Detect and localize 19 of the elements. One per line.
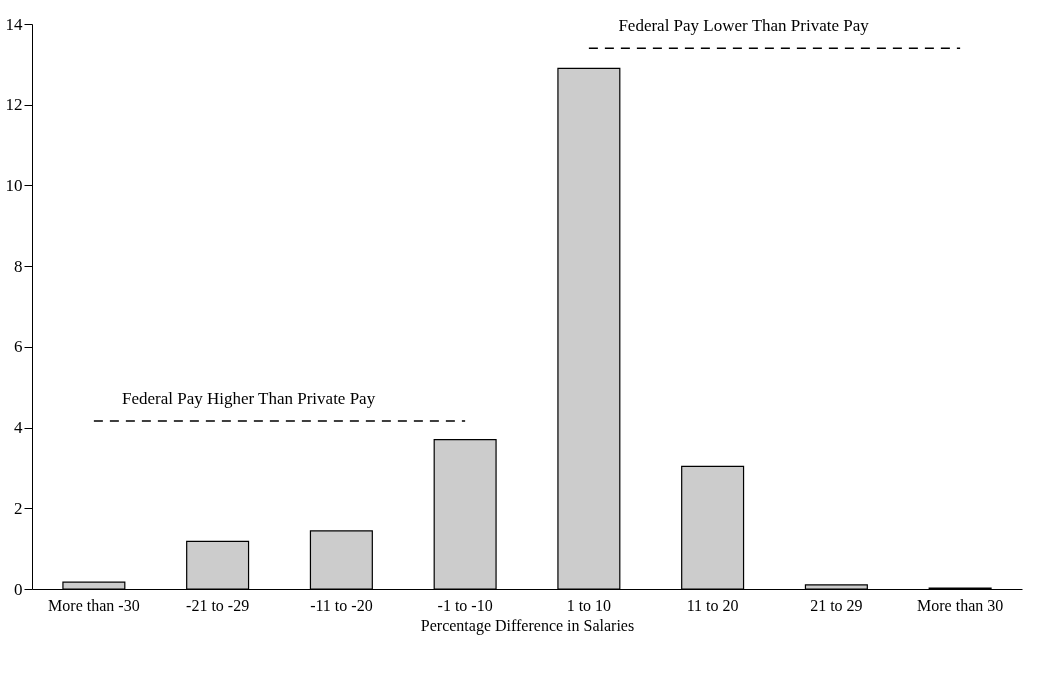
y-tick-label: 6 (14, 337, 23, 357)
series-label: Federal Pay Lower Than Private Pay (618, 16, 870, 36)
y-tick-label: 12 (5, 95, 23, 115)
y-tick-label: 2 (14, 498, 23, 518)
x-tick-label: 21 to 29 (810, 596, 863, 614)
x-tick-label: More than -30 (48, 596, 140, 614)
x-tick-label: -11 to -20 (310, 596, 373, 614)
y-tick-label: 0 (14, 579, 23, 599)
y-tick-label: 10 (5, 175, 23, 195)
x-tick-label: 11 to 20 (686, 596, 739, 614)
x-tick-label: -1 to -10 (437, 596, 493, 614)
y-tick-label: 14 (5, 14, 23, 34)
x-tick-label: 1 to 10 (566, 596, 612, 614)
x-tick-label: -21 to -29 (186, 596, 250, 614)
x-axis-title: Percentage Difference in Salaries (420, 616, 635, 635)
y-tick-label: 8 (14, 256, 23, 276)
series-label: Federal Pay Higher Than Private Pay (121, 389, 376, 409)
x-tick-label: More than 30 (917, 596, 1004, 614)
y-tick-label: 4 (14, 418, 23, 438)
